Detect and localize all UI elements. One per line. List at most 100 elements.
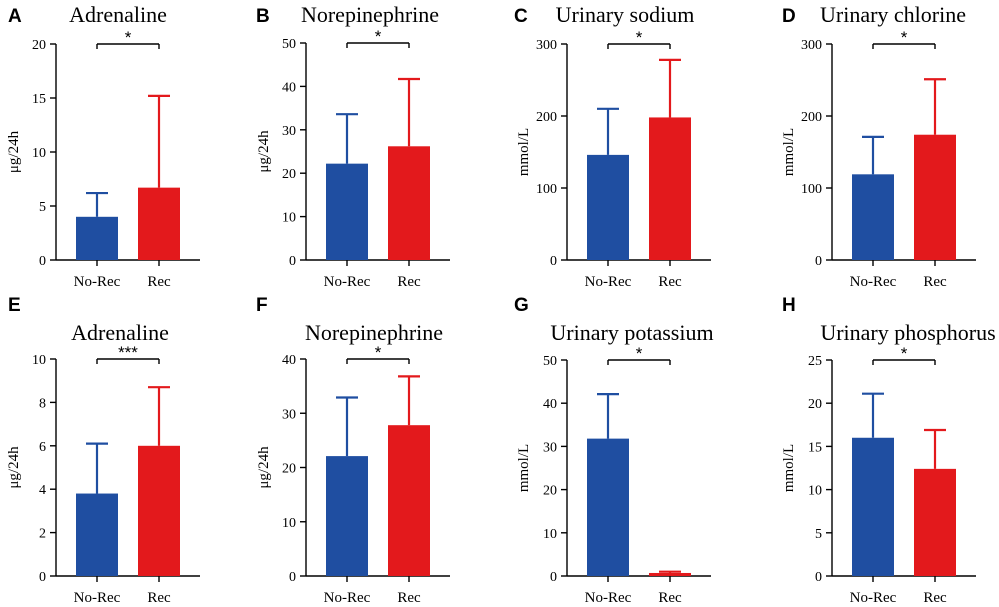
x-tick-label: No-Rec <box>850 274 897 290</box>
x-tick-label: Rec <box>147 590 171 606</box>
chart-panel-f: F Norepinephrine μg/24h 0 10 20 30 40 No-Rec Rec * <box>256 295 450 606</box>
x-tick-label: No-Rec <box>74 590 121 606</box>
bar-no-rec <box>326 456 368 576</box>
x-tick-label: No-Rec <box>324 590 371 606</box>
y-tick-label: 30 <box>543 440 557 455</box>
x-tick-label: Rec <box>923 590 947 606</box>
chart-panel-c: C Urinary sodium mmol/L 0 100 200 300 No-Rec Rec… <box>514 2 711 290</box>
y-tick-label: 10 <box>808 484 822 499</box>
y-tick-label: 10 <box>282 516 296 531</box>
bar-no-rec <box>587 438 629 576</box>
y-tick-label: 25 <box>808 354 822 369</box>
y-tick-label: 20 <box>543 484 557 499</box>
y-tick-label: 50 <box>543 354 557 369</box>
y-tick-label: 0 <box>550 254 557 269</box>
chart-title: Urinary potassium <box>550 320 713 345</box>
y-tick-label: 10 <box>32 353 46 368</box>
x-tick-label: Rec <box>658 274 682 290</box>
significance-label: * <box>636 344 643 363</box>
significance-label: *** <box>118 343 138 362</box>
x-tick-label: No-Rec <box>585 274 632 290</box>
chart-title: Norepinephrine <box>305 320 443 345</box>
significance-label: * <box>901 28 908 47</box>
significance-label: * <box>375 343 382 362</box>
panel-letter: E <box>8 295 21 316</box>
chart-panel-g: G Urinary potassium mmol/L 0 10 20 30 40 50 No-Re… <box>514 295 714 606</box>
panel-letter: B <box>256 6 270 27</box>
y-tick-label: 0 <box>550 570 557 585</box>
chart-title: Adrenaline <box>71 320 169 345</box>
y-tick-label: 300 <box>536 38 557 53</box>
y-tick-label: 10 <box>282 211 296 226</box>
panel-letter: F <box>256 295 268 316</box>
y-tick-label: 50 <box>282 37 296 52</box>
y-tick-label: 20 <box>282 462 296 477</box>
y-tick-label: 8 <box>39 396 46 411</box>
bar-no-rec <box>587 154 629 260</box>
y-tick-label: 100 <box>801 182 822 197</box>
x-tick-label: No-Rec <box>324 274 371 290</box>
y-tick-label: 20 <box>32 38 46 53</box>
chart-panel-e: E Adrenaline μg/24h 0 2 4 6 8 10 No-Rec Rec *** <box>6 295 200 606</box>
x-tick-label: No-Rec <box>585 590 632 606</box>
y-tick-label: 30 <box>282 407 296 422</box>
chart-title: Urinary chlorine <box>820 2 966 27</box>
y-axis-label: mmol/L <box>781 444 797 492</box>
y-tick-label: 0 <box>39 570 46 585</box>
y-tick-label: 15 <box>32 92 46 107</box>
x-tick-label: Rec <box>397 590 421 606</box>
y-tick-label: 20 <box>808 397 822 412</box>
bar-no-rec <box>76 493 118 576</box>
x-tick-label: Rec <box>147 274 171 290</box>
y-tick-label: 10 <box>543 527 557 542</box>
y-tick-label: 5 <box>39 200 46 215</box>
bar-rec <box>649 117 691 260</box>
y-axis-label: μg/24h <box>256 446 272 489</box>
y-tick-label: 0 <box>39 254 46 269</box>
y-tick-label: 0 <box>289 570 296 585</box>
bar-no-rec <box>76 216 118 260</box>
y-tick-label: 40 <box>282 80 296 95</box>
y-tick-label: 40 <box>543 397 557 412</box>
significance-label: * <box>375 27 382 46</box>
significance-label: * <box>125 28 132 47</box>
y-tick-label: 200 <box>801 110 822 125</box>
y-tick-label: 200 <box>536 110 557 125</box>
y-tick-label: 10 <box>32 146 46 161</box>
y-axis-label: mmol/L <box>516 444 532 492</box>
bar-no-rec <box>852 437 894 576</box>
y-axis-label: mmol/L <box>781 128 797 176</box>
y-tick-label: 30 <box>282 124 296 139</box>
panel-letter: C <box>514 6 528 27</box>
y-tick-label: 0 <box>289 254 296 269</box>
panel-letter: A <box>8 6 22 27</box>
chart-title: Adrenaline <box>69 2 167 27</box>
y-axis-label: mmol/L <box>516 128 532 176</box>
chart-title: Urinary phosphorus <box>820 320 995 345</box>
y-tick-label: 6 <box>39 440 46 455</box>
y-tick-label: 0 <box>815 254 822 269</box>
significance-label: * <box>636 28 643 47</box>
panel-letter: H <box>782 295 796 316</box>
panel-letter: G <box>514 295 529 316</box>
panel-letter: D <box>782 6 796 27</box>
y-axis-label: μg/24h <box>6 130 22 173</box>
significance-label: * <box>901 344 908 363</box>
bar-rec <box>914 134 956 260</box>
x-tick-label: Rec <box>923 274 947 290</box>
y-tick-label: 0 <box>815 570 822 585</box>
y-axis-label: μg/24h <box>6 446 22 489</box>
bar-rec <box>914 468 956 576</box>
chart-panel-a: A Adrenaline μg/24h 0 5 10 15 20 No-Rec Rec * <box>6 2 200 290</box>
x-tick-label: Rec <box>658 590 682 606</box>
y-axis-label: μg/24h <box>256 130 272 173</box>
y-tick-label: 20 <box>282 167 296 182</box>
bar-rec <box>388 425 430 576</box>
y-tick-label: 5 <box>815 527 822 542</box>
y-tick-label: 15 <box>808 440 822 455</box>
chart-panel-h: H Urinary phosphorus mmol/L 0 5 10 15 20 25 No-Re… <box>781 295 996 606</box>
y-tick-label: 2 <box>39 527 46 542</box>
chart-panel-d: D Urinary chlorine mmol/L 0 100 200 300 No-Rec R… <box>781 2 976 290</box>
bar-rec <box>138 187 180 260</box>
bar-no-rec <box>326 163 368 260</box>
